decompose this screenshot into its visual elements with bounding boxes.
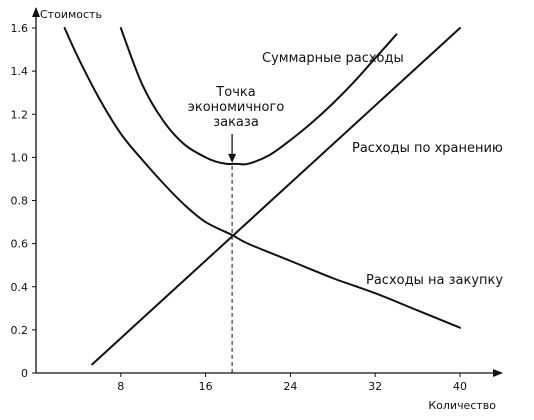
y-tick-label: 1.4 [11,65,29,78]
y-tick-label: 0.8 [11,195,29,208]
y-tick-label: 0.6 [11,238,29,251]
x-tick-label: 24 [283,380,297,393]
y-tick-label: 0.4 [11,281,29,294]
y-tick-label: 1.6 [11,22,29,35]
series-line-purchase-cost [63,27,461,329]
eoq-label-line-2: экономичного [188,100,285,115]
x-axis-title: Количество [428,399,496,412]
eoq-label-line-3: заказа [213,115,259,130]
x-tick-label: 40 [453,380,467,393]
y-tick-label: 0 [21,367,28,380]
x-tick-label: 16 [199,380,213,393]
eoq-arrow-head [228,153,237,163]
y-axis-title: Стоимость [40,8,102,21]
eoq-label-line-1: Точка [215,85,255,100]
y-tick-label: 1.2 [11,108,29,121]
series-label-purchase-cost: Расходы на закупку [366,273,503,288]
x-tick-label: 8 [117,380,124,393]
y-tick-label: 0.2 [11,324,29,337]
series-label-holding-cost: Расходы по хранению [352,141,503,156]
series-line-total-cost [119,27,398,166]
x-tick-label: 32 [368,380,382,393]
series-line-holding-cost [91,27,461,366]
series-label-total-cost: Суммарные расходы [262,51,404,66]
y-tick-label: 1.0 [11,151,29,164]
